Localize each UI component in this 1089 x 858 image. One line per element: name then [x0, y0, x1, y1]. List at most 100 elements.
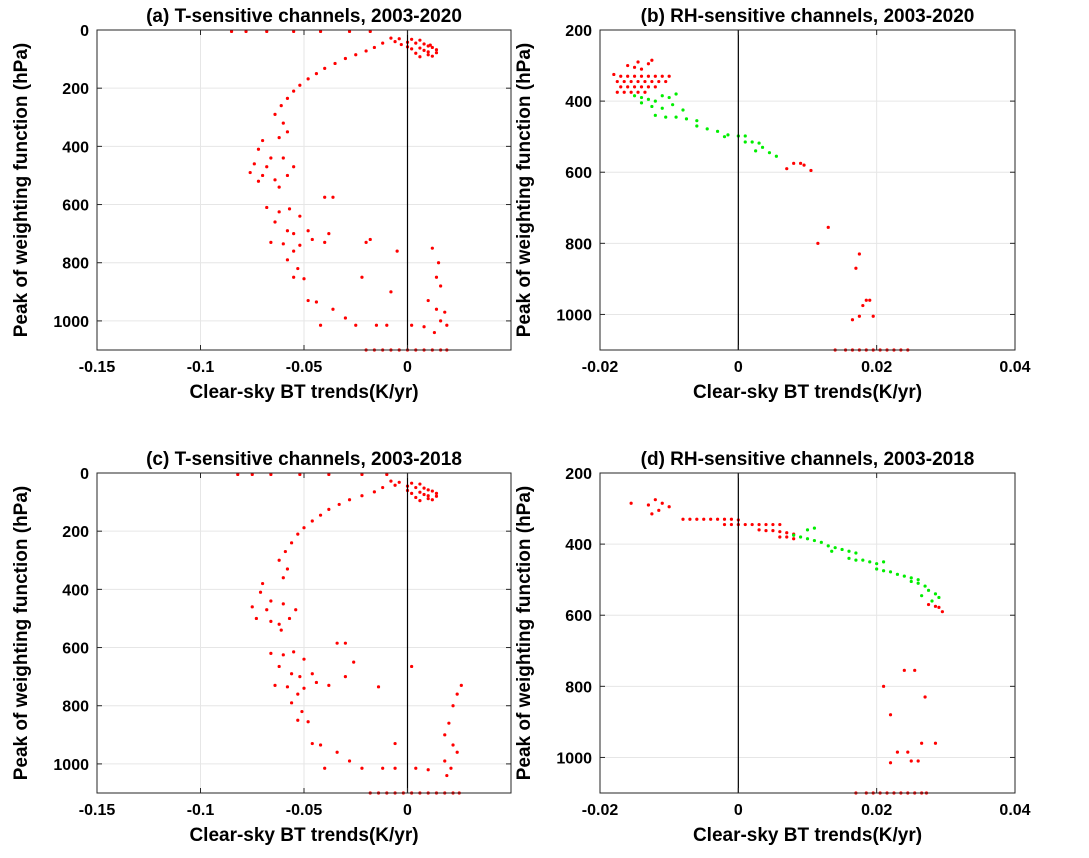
data-point [296, 718, 300, 722]
data-point [434, 307, 439, 311]
chart-title: (b) RH-sensitive channels, 2003-2020 [641, 6, 975, 27]
data-point [439, 319, 443, 323]
data-point [269, 240, 273, 244]
data-point [430, 54, 434, 58]
x-tick-label: 0.04 [999, 802, 1030, 819]
data-point [426, 53, 430, 57]
data-point [671, 103, 675, 107]
data-point [364, 49, 368, 53]
data-point [426, 298, 430, 303]
data-point [289, 701, 294, 705]
data-point [302, 657, 306, 661]
panel-b: -0.02 0 0.02 0.04 200 400 600 800 1000 (b) RH-sen… [514, 6, 1031, 403]
data-point [389, 36, 393, 40]
data-point [381, 485, 385, 490]
chart-title: (d) RH-sensitive channels, 2003-2018 [641, 449, 975, 470]
data-point [657, 508, 661, 512]
data-point [414, 41, 418, 45]
data-point [354, 53, 358, 57]
y-tick-label: 200 [565, 23, 592, 40]
data-point [302, 277, 306, 281]
data-point [292, 650, 296, 654]
data-point [292, 89, 296, 93]
data-point [360, 766, 364, 770]
data-point [306, 720, 310, 724]
data-point [323, 240, 327, 244]
data-point [757, 141, 761, 145]
data-point [428, 43, 432, 47]
data-point [778, 530, 782, 534]
data-point [857, 252, 861, 256]
data-point [888, 713, 893, 717]
data-point [277, 622, 281, 626]
x-tick-label: -0.1 [187, 802, 215, 819]
data-point [767, 151, 772, 155]
data-point [306, 77, 310, 81]
data-point [418, 482, 422, 486]
data-point [354, 323, 358, 327]
data-point [381, 766, 385, 770]
data-point [256, 147, 261, 151]
data-point [632, 74, 637, 78]
data-point [372, 490, 376, 494]
data-point [269, 651, 273, 655]
data-point [285, 96, 290, 100]
data-point [281, 602, 285, 606]
data-point [916, 581, 920, 585]
data-point [785, 531, 789, 535]
data-point [695, 119, 699, 123]
data-point [785, 535, 789, 539]
data-point [269, 472, 273, 477]
data-point [653, 113, 657, 117]
data-point [426, 50, 430, 54]
data-point [926, 602, 931, 607]
data-point [937, 595, 941, 600]
data-point [660, 94, 664, 98]
data-point [646, 85, 651, 89]
data-point [292, 249, 296, 253]
data-point [285, 567, 290, 571]
data-point [310, 519, 314, 523]
data-point [451, 743, 455, 747]
data-point [318, 323, 323, 327]
data-point [629, 79, 633, 84]
data-point [343, 56, 347, 61]
plot-area [600, 473, 1015, 793]
x-tick-label: -0.02 [582, 359, 619, 376]
data-point [743, 134, 747, 138]
x-tick-label: 0.02 [861, 359, 892, 376]
data-point [281, 156, 285, 160]
data-point [646, 97, 651, 101]
data-point [323, 195, 327, 199]
data-point [422, 325, 426, 329]
data-point [434, 51, 439, 55]
data-point [292, 29, 296, 34]
data-point [277, 136, 281, 140]
data-point [414, 495, 418, 500]
data-point [360, 494, 364, 498]
data-point [861, 558, 865, 562]
data-point [414, 485, 418, 490]
y-tick-label: 0 [80, 466, 89, 483]
y-tick-label: 800 [565, 679, 592, 696]
data-point [422, 492, 426, 497]
x-axis-label: Clear-sky BT trends(K/yr) [693, 825, 922, 846]
x-tick-label: -0.1 [187, 359, 215, 376]
data-point [287, 616, 292, 621]
data-point [410, 481, 414, 485]
data-point [285, 173, 290, 178]
data-point [236, 472, 240, 477]
data-point [434, 275, 439, 279]
data-point [923, 584, 927, 588]
data-point [809, 168, 813, 173]
data-point [722, 135, 727, 139]
data-point [273, 112, 277, 116]
data-point [285, 229, 290, 233]
data-point [774, 154, 778, 158]
data-point [296, 692, 300, 696]
data-point [422, 48, 426, 52]
data-point [331, 307, 335, 311]
data-point [639, 74, 644, 78]
data-point [395, 249, 399, 253]
